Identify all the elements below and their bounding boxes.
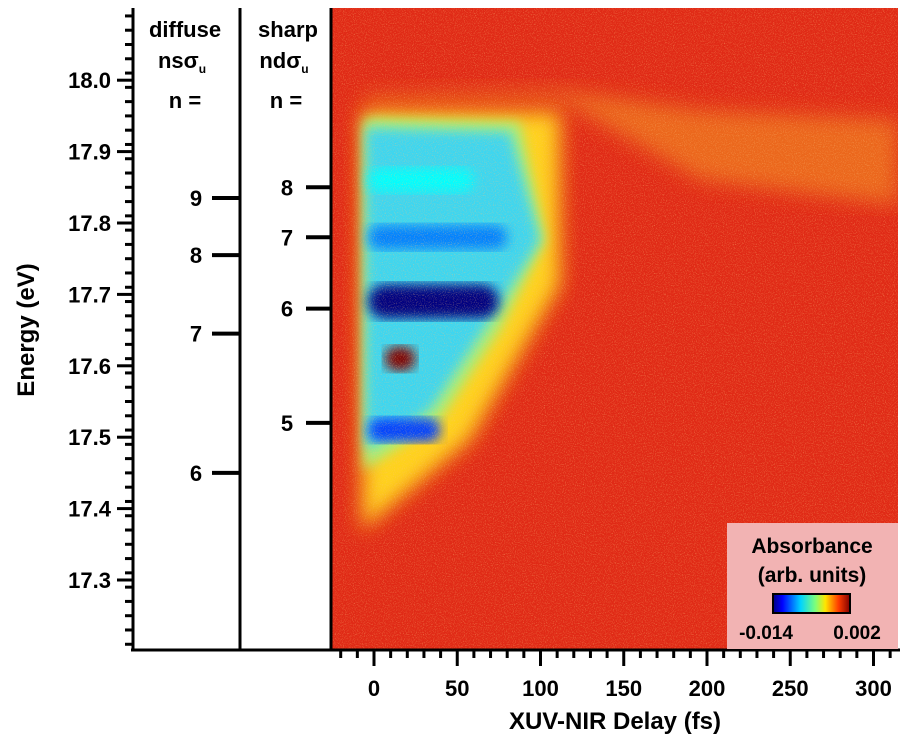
y-tick-label: 17.7	[68, 282, 111, 307]
diffuse-panel	[132, 8, 240, 649]
colorbar-title: Absorbance	[751, 535, 872, 558]
colorbar-subtitle: (arb. units)	[758, 564, 867, 587]
y-tick-label: 18.0	[68, 68, 111, 93]
diffuse-state-label: nsσu	[158, 48, 206, 76]
diffuse-levels: 9 8 7 6	[190, 186, 240, 486]
x-tick-label: 100	[522, 676, 559, 701]
y-axis: 17.3 17.4 17.5 17.6 17.7 17.8 17.9 18.0	[68, 14, 133, 646]
colorbar-min-label: -0.014	[739, 623, 793, 644]
y-tick-label: 17.8	[68, 211, 111, 236]
y-tick-label: 17.3	[68, 568, 111, 593]
x-tick-label: 50	[445, 676, 469, 701]
y-tick-label: 17.9	[68, 140, 111, 165]
level-label: 6	[190, 461, 202, 486]
level-label: 7	[281, 225, 293, 250]
y-tick-label: 17.6	[68, 354, 111, 379]
level-label: 8	[190, 243, 202, 268]
heatmap	[332, 8, 898, 649]
level-label: 7	[190, 322, 202, 347]
diffuse-n-label: n =	[169, 88, 201, 113]
x-axis-label: XUV-NIR Delay (fs)	[509, 708, 721, 735]
y-tick-label: 17.5	[68, 425, 111, 450]
colorbar: Absorbance (arb. units) -0.014 0.002	[727, 523, 898, 649]
level-label: 6	[281, 297, 293, 322]
x-tick-label: 250	[772, 676, 809, 701]
sharp-n-label: n =	[270, 88, 302, 113]
y-axis-label: Energy (eV)	[13, 263, 40, 396]
sharp-levels: 8 7 6 5	[281, 175, 331, 436]
x-tick-label: 300	[855, 676, 892, 701]
colorbar-gradient	[772, 593, 851, 614]
colorbar-max-label: 0.002	[833, 623, 881, 644]
x-tick-label: 150	[605, 676, 642, 701]
colorbar-background	[727, 523, 898, 649]
level-label: 8	[281, 175, 293, 200]
y-tick-label: 17.4	[68, 497, 112, 522]
diffuse-title: diffuse	[149, 17, 221, 42]
sharp-panel	[240, 8, 332, 649]
level-label: 9	[190, 186, 202, 211]
sharp-title: sharp	[258, 17, 318, 42]
sharp-state-label: ndσu	[259, 48, 308, 76]
x-tick-label: 0	[368, 676, 380, 701]
x-axis: 0 50 100 150 200 250 300	[339, 650, 892, 701]
x-tick-label: 200	[689, 676, 726, 701]
level-label: 5	[281, 411, 293, 436]
